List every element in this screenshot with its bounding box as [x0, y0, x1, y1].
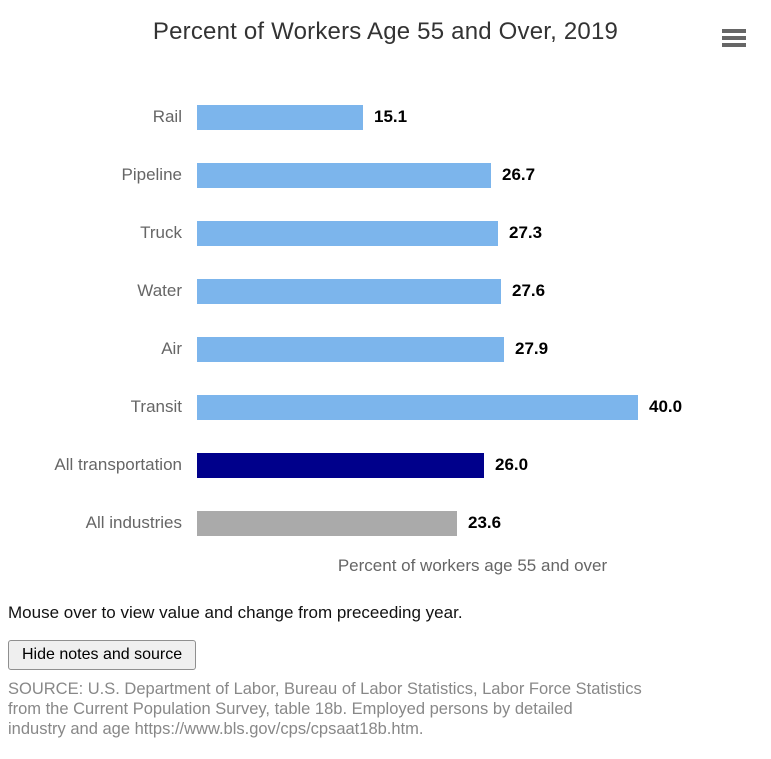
category-label: Rail	[152, 107, 182, 126]
bar[interactable]	[197, 394, 638, 420]
category-label: Water	[137, 281, 182, 300]
bar[interactable]	[197, 278, 501, 304]
hamburger-icon	[722, 43, 746, 47]
value-label: 27.6	[512, 281, 546, 300]
chart-row: Transit 40.0	[0, 378, 771, 436]
value-label: 27.9	[515, 339, 549, 358]
bar[interactable]	[197, 336, 504, 362]
hide-notes-button[interactable]: Hide notes and source	[8, 640, 197, 670]
value-label: 27.3	[509, 223, 543, 242]
chart-row: Truck 27.3	[0, 204, 771, 262]
chart-rows: Rail 15.1 Pipeline 26.7 Truck 27.3 Water…	[0, 88, 771, 552]
bar[interactable]	[197, 510, 457, 536]
category-label: All industries	[85, 513, 182, 532]
hamburger-icon	[722, 29, 746, 33]
category-label: Pipeline	[121, 165, 183, 184]
value-label: 40.0	[649, 397, 683, 416]
chart-row: All industries 23.6	[0, 494, 771, 552]
value-label: 15.1	[374, 107, 408, 126]
source-text: SOURCE: U.S. Department of Labor, Bureau…	[8, 679, 763, 739]
bar-chart: Percent of Workers Age 55 and Over, 2019…	[0, 18, 771, 575]
bar[interactable]	[197, 162, 491, 188]
chart-title: Percent of Workers Age 55 and Over, 2019	[152, 18, 619, 45]
mouseover-note: Mouse over to view value and change from…	[8, 603, 463, 622]
source-line: from the Current Population Survey, tabl…	[8, 700, 573, 718]
value-label: 26.0	[495, 455, 529, 474]
bar[interactable]	[197, 104, 363, 130]
source-line: industry and age https://www.bls.gov/cps…	[8, 720, 424, 738]
category-label: Transit	[130, 397, 182, 416]
chart-row: Rail 15.1	[0, 88, 771, 146]
value-label: 26.7	[502, 165, 536, 184]
hamburger-icon	[722, 36, 746, 40]
bar[interactable]	[197, 220, 498, 246]
chart-row: Water 27.6	[0, 262, 771, 320]
chart-row: All transportation 26.0	[0, 436, 771, 494]
chart-row: Air 27.9	[0, 320, 771, 378]
category-label: Air	[161, 339, 182, 358]
category-label: All transportation	[54, 455, 182, 474]
source-line: SOURCE: U.S. Department of Labor, Bureau…	[8, 680, 642, 698]
footer: Mouse over to view value and change from…	[0, 603, 771, 739]
x-axis-title: Percent of workers age 55 and over	[337, 556, 608, 575]
bar[interactable]	[197, 452, 484, 478]
context-menu-button[interactable]	[722, 26, 748, 50]
chart-row: Pipeline 26.7	[0, 146, 771, 204]
category-label: Truck	[140, 223, 182, 242]
value-label: 23.6	[468, 513, 502, 532]
